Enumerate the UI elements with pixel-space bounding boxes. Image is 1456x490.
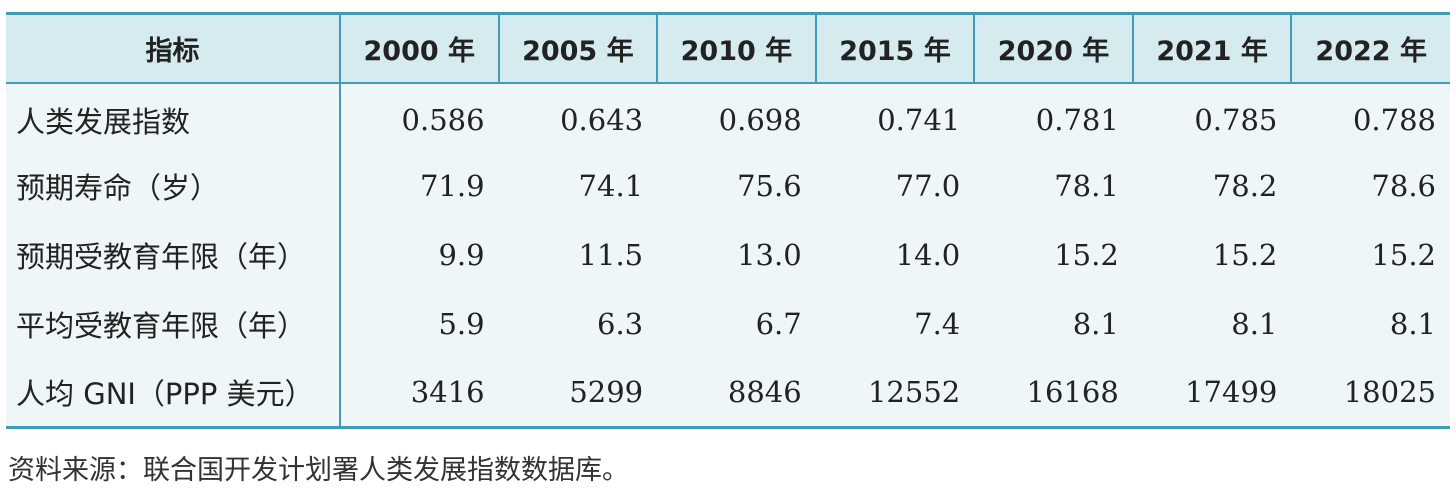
row-label: 人类发展指数 — [6, 82, 341, 152]
source-note: 资料来源：联合国开发计划署人类发展指数数据库。 — [8, 455, 629, 486]
table-cell: 78.2 — [1212, 169, 1278, 203]
table-cell: 8.1 — [1231, 307, 1278, 341]
table-cell: 71.9 — [419, 169, 485, 203]
table-cell: 12552 — [867, 375, 961, 410]
table-cell: 0.741 — [877, 102, 961, 137]
header-row: 指标 2000 年 2005 年 2010 年 2015 年 2020 年 20… — [6, 13, 1450, 83]
table-header: 指标 2000 年 2005 年 2010 年 2015 年 2020 年 20… — [6, 13, 1450, 83]
table-row: 人类发展指数 0.586 0.643 0.698 0.741 0.781 0.7… — [6, 82, 1450, 152]
header-year-2015: 2015 年 — [814, 13, 975, 83]
table-row: 平均受教育年限（年） 5.9 6.3 6.7 7.4 8.1 8.1 8.1 — [6, 289, 1450, 359]
table-cell: 15.2 — [1371, 238, 1436, 272]
table-cell: 14.0 — [895, 238, 961, 272]
header-year-2020: 2020 年 — [973, 13, 1133, 83]
header-year-2005: 2005 年 — [497, 13, 658, 83]
table-cell: 5.9 — [438, 307, 485, 341]
table-cell: 3416 — [410, 375, 485, 410]
row-label: 预期寿命（岁） — [6, 151, 341, 221]
row-label: 人均 GNI（PPP 美元） — [6, 358, 341, 428]
table-cell: 0.785 — [1194, 102, 1278, 137]
table-cell: 5299 — [569, 375, 644, 410]
table-cell: 13.0 — [737, 238, 802, 272]
table-cell: 0.586 — [401, 102, 485, 137]
row-label: 预期受教育年限（年） — [6, 220, 341, 290]
table-cell: 0.698 — [718, 102, 802, 137]
table-cell: 77.0 — [895, 169, 961, 203]
table-cell: 6.7 — [755, 307, 802, 341]
table-row: 预期寿命（岁） 71.9 74.1 75.6 77.0 78.1 78.2 78… — [6, 151, 1450, 221]
table-cell: 0.643 — [560, 102, 644, 137]
table-cell: 11.5 — [578, 238, 644, 272]
table-cell: 8.1 — [1389, 307, 1436, 341]
header-indicator: 指标 — [145, 35, 200, 67]
table-cell: 8846 — [727, 375, 802, 410]
table-cell: 74.1 — [578, 169, 644, 203]
table-cell: 15.2 — [1212, 238, 1278, 272]
hdi-table: 指标 2000 年 2005 年 2010 年 2015 年 2020 年 20… — [6, 12, 1450, 429]
row-label: 平均受教育年限（年） — [6, 289, 341, 359]
header-year-2010: 2010 年 — [656, 13, 816, 83]
table-cell: 78.1 — [1054, 169, 1119, 203]
table-cell: 18025 — [1343, 375, 1436, 410]
table-cell: 6.3 — [597, 307, 644, 341]
header-year-2022: 2022 年 — [1290, 13, 1450, 83]
table-cell: 16168 — [1026, 375, 1119, 410]
table-row: 预期受教育年限（年） 9.9 11.5 13.0 14.0 15.2 15.2 … — [6, 220, 1450, 290]
table-cell: 7.4 — [914, 307, 961, 341]
header-year-2021: 2021 年 — [1131, 13, 1292, 83]
table-cell: 75.6 — [737, 169, 802, 203]
table-cell: 15.2 — [1054, 238, 1119, 272]
table-cell: 0.788 — [1352, 102, 1436, 137]
table-cell: 17499 — [1185, 375, 1278, 410]
table-body: 人类发展指数 0.586 0.643 0.698 0.741 0.781 0.7… — [6, 82, 1450, 428]
table-cell: 78.6 — [1371, 169, 1436, 203]
header-year-2000: 2000 年 — [339, 13, 499, 83]
table-cell: 8.1 — [1072, 307, 1119, 341]
table-cell: 0.781 — [1035, 102, 1119, 137]
table-row: 人均 GNI（PPP 美元） 3416 5299 8846 12552 1616… — [6, 358, 1450, 428]
table-cell: 9.9 — [438, 238, 485, 272]
